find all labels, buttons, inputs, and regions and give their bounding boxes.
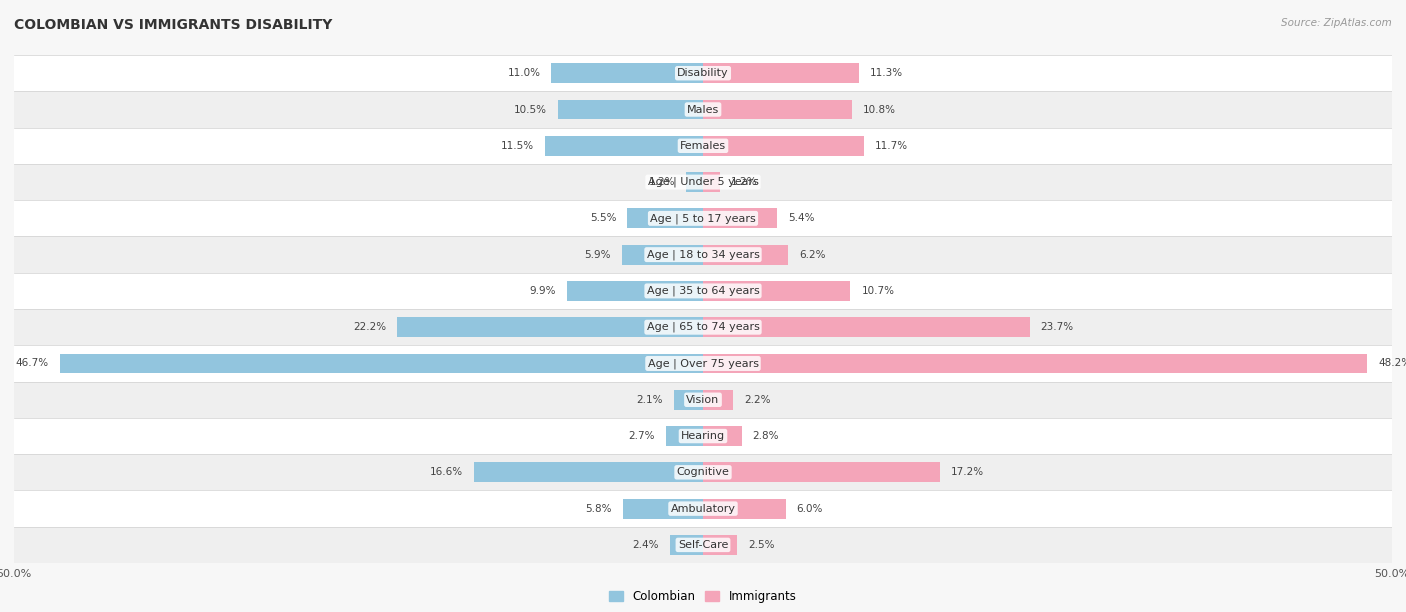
Bar: [14, 55, 1392, 91]
Bar: [14, 309, 1392, 345]
Text: Cognitive: Cognitive: [676, 468, 730, 477]
Text: Females: Females: [681, 141, 725, 151]
Bar: [703, 63, 859, 83]
Text: 46.7%: 46.7%: [15, 359, 48, 368]
Text: Males: Males: [688, 105, 718, 114]
Text: 1.2%: 1.2%: [731, 177, 756, 187]
Bar: [703, 535, 738, 555]
Bar: [623, 499, 703, 518]
Text: Age | Over 75 years: Age | Over 75 years: [648, 358, 758, 369]
Text: COLOMBIAN VS IMMIGRANTS DISABILITY: COLOMBIAN VS IMMIGRANTS DISABILITY: [14, 18, 332, 32]
Text: Source: ZipAtlas.com: Source: ZipAtlas.com: [1281, 18, 1392, 28]
Text: 2.8%: 2.8%: [752, 431, 779, 441]
Bar: [14, 454, 1392, 490]
Bar: [14, 527, 1392, 563]
Bar: [703, 426, 741, 446]
Text: 2.7%: 2.7%: [628, 431, 655, 441]
Text: 2.2%: 2.2%: [744, 395, 770, 405]
Text: Ambulatory: Ambulatory: [671, 504, 735, 513]
Text: 11.5%: 11.5%: [501, 141, 533, 151]
Text: 10.8%: 10.8%: [863, 105, 896, 114]
Bar: [703, 136, 865, 156]
Text: 11.7%: 11.7%: [875, 141, 908, 151]
Text: 1.2%: 1.2%: [650, 177, 675, 187]
Text: 48.2%: 48.2%: [1378, 359, 1406, 368]
Text: 17.2%: 17.2%: [950, 468, 984, 477]
Bar: [666, 426, 703, 446]
Bar: [703, 499, 786, 518]
Text: 5.4%: 5.4%: [789, 214, 815, 223]
Text: 22.2%: 22.2%: [353, 322, 387, 332]
Bar: [703, 100, 852, 119]
Text: Age | Under 5 years: Age | Under 5 years: [648, 177, 758, 187]
Text: Self-Care: Self-Care: [678, 540, 728, 550]
Bar: [703, 281, 851, 301]
Bar: [703, 245, 789, 264]
Bar: [14, 236, 1392, 273]
Bar: [14, 345, 1392, 382]
Bar: [627, 208, 703, 228]
Bar: [14, 273, 1392, 309]
Bar: [669, 535, 703, 555]
Bar: [703, 354, 1367, 373]
Text: 23.7%: 23.7%: [1040, 322, 1074, 332]
Bar: [703, 208, 778, 228]
Bar: [621, 245, 703, 264]
Text: 11.0%: 11.0%: [508, 68, 540, 78]
Bar: [14, 164, 1392, 200]
Bar: [703, 172, 720, 192]
Text: 5.9%: 5.9%: [583, 250, 610, 259]
Bar: [686, 172, 703, 192]
Bar: [474, 462, 703, 482]
Text: 11.3%: 11.3%: [870, 68, 903, 78]
Bar: [14, 91, 1392, 128]
Bar: [14, 200, 1392, 236]
Bar: [14, 128, 1392, 164]
Bar: [551, 63, 703, 83]
Legend: Colombian, Immigrants: Colombian, Immigrants: [605, 586, 801, 608]
Bar: [59, 354, 703, 373]
Text: 5.8%: 5.8%: [585, 504, 612, 513]
Text: 2.1%: 2.1%: [637, 395, 664, 405]
Text: 10.5%: 10.5%: [515, 105, 547, 114]
Text: Vision: Vision: [686, 395, 720, 405]
Text: 6.2%: 6.2%: [800, 250, 825, 259]
Bar: [14, 490, 1392, 527]
Bar: [14, 382, 1392, 418]
Bar: [673, 390, 703, 410]
Bar: [544, 136, 703, 156]
Text: 16.6%: 16.6%: [430, 468, 463, 477]
Text: Age | 18 to 34 years: Age | 18 to 34 years: [647, 249, 759, 260]
Text: Disability: Disability: [678, 68, 728, 78]
Bar: [567, 281, 703, 301]
Text: 5.5%: 5.5%: [589, 214, 616, 223]
Text: Age | 35 to 64 years: Age | 35 to 64 years: [647, 286, 759, 296]
Text: 6.0%: 6.0%: [797, 504, 823, 513]
Text: Age | 5 to 17 years: Age | 5 to 17 years: [650, 213, 756, 223]
Text: 2.5%: 2.5%: [748, 540, 775, 550]
Text: Age | 65 to 74 years: Age | 65 to 74 years: [647, 322, 759, 332]
Bar: [703, 317, 1029, 337]
Bar: [703, 462, 941, 482]
Bar: [703, 390, 734, 410]
Text: 10.7%: 10.7%: [862, 286, 894, 296]
Text: 2.4%: 2.4%: [633, 540, 659, 550]
Text: Hearing: Hearing: [681, 431, 725, 441]
Bar: [14, 418, 1392, 454]
Text: 9.9%: 9.9%: [529, 286, 555, 296]
Bar: [558, 100, 703, 119]
Bar: [396, 317, 703, 337]
